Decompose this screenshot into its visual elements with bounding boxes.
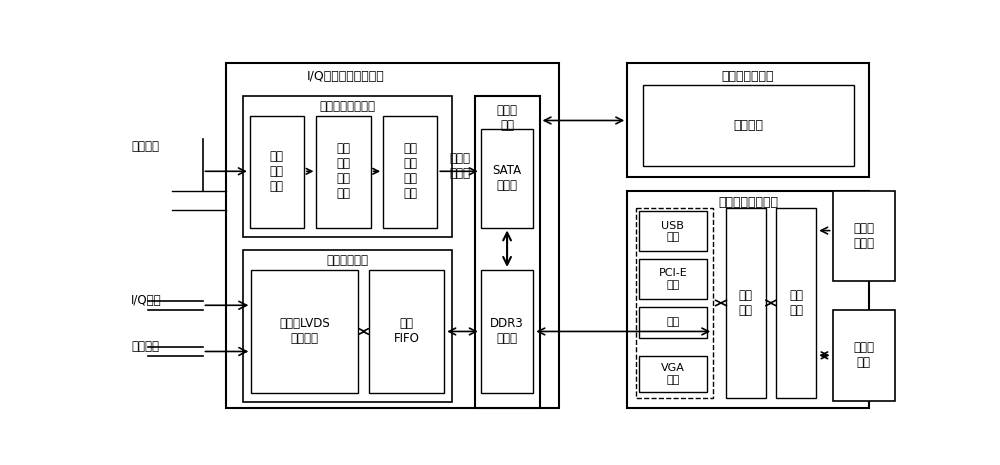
Bar <box>639 356 707 392</box>
Text: 数据接收模块: 数据接收模块 <box>326 254 368 267</box>
Bar <box>776 208 816 399</box>
Text: USB
接口: USB 接口 <box>661 220 684 242</box>
Text: I/Q数据: I/Q数据 <box>131 294 162 307</box>
Text: 触摸显
示器: 触摸显 示器 <box>853 341 874 369</box>
Bar <box>726 208 766 399</box>
Text: 触发信号管理模块: 触发信号管理模块 <box>319 100 375 113</box>
Bar <box>636 208 713 399</box>
Text: PCI-E
接口: PCI-E 接口 <box>659 268 687 290</box>
Bar <box>383 116 437 227</box>
Bar <box>226 64 559 408</box>
Bar <box>243 96 452 237</box>
Bar <box>833 191 895 281</box>
Text: 固态硬盘: 固态硬盘 <box>733 119 763 132</box>
Bar <box>639 307 707 338</box>
Text: 多通道LVDS
接收芯片: 多通道LVDS 接收芯片 <box>279 318 330 345</box>
Bar <box>243 250 452 402</box>
Text: 嵌入式计算机主板: 嵌入式计算机主板 <box>718 196 778 209</box>
Text: 控制
信号
产生
单元: 控制 信号 产生 单元 <box>403 142 417 200</box>
Text: 触发响
应信号: 触发响 应信号 <box>449 152 470 180</box>
Bar <box>833 310 895 401</box>
Text: 大容量存储模块: 大容量存储模块 <box>722 70 774 83</box>
Text: 触发信号: 触发信号 <box>131 140 159 153</box>
Text: 触发
选择
单元: 触发 选择 单元 <box>270 150 284 193</box>
Bar <box>481 129 533 227</box>
Text: 网口: 网口 <box>666 317 680 327</box>
Text: 电源管
理模块: 电源管 理模块 <box>853 222 874 250</box>
Text: SATA
控制器: SATA 控制器 <box>493 164 522 192</box>
Bar <box>643 85 854 166</box>
Bar <box>251 270 358 393</box>
Text: 触发
条件
判定
单元: 触发 条件 判定 单元 <box>337 142 351 200</box>
Bar <box>250 116 304 227</box>
Text: VGA
接口: VGA 接口 <box>661 363 685 385</box>
Bar <box>627 64 869 178</box>
Bar <box>369 270 444 393</box>
Bar <box>481 270 533 393</box>
Text: 缓存
FIFO: 缓存 FIFO <box>393 318 419 345</box>
Text: 主控制
模块: 主控制 模块 <box>497 104 518 132</box>
Text: I/Q数据记录控制模块: I/Q数据记录控制模块 <box>307 70 385 83</box>
Bar <box>639 259 707 299</box>
Text: 微处
理器: 微处 理器 <box>739 289 753 317</box>
Text: 随路时钟: 随路时钟 <box>131 340 159 353</box>
Bar <box>316 116 371 227</box>
Bar <box>639 211 707 252</box>
Bar <box>475 96 540 408</box>
Text: DDR3
缓存器: DDR3 缓存器 <box>490 318 524 345</box>
Bar <box>627 191 869 408</box>
Text: 主板
内存: 主板 内存 <box>789 289 803 317</box>
